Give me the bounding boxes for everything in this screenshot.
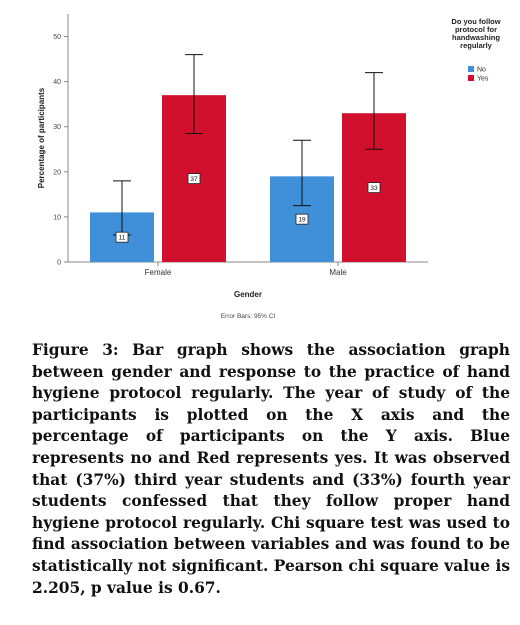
- y-tick-label: 20: [53, 169, 61, 176]
- legend-title: Do you follow protocol for handwashing regu…: [451, 17, 500, 50]
- y-tick-label: 0: [57, 260, 61, 267]
- error-bars-note: Error Bars: 95% CI: [221, 313, 276, 320]
- y-tick-label: 10: [53, 214, 61, 221]
- legend-label-no: No: [477, 67, 486, 74]
- data-label-box: [295, 213, 309, 225]
- legend-label-yes: Yes: [477, 76, 489, 83]
- x-axis-title: Gender: [234, 290, 262, 299]
- legend-swatch-yes: [468, 75, 474, 81]
- data-label-box: [115, 231, 129, 243]
- legend-title-line: Do you follow: [451, 17, 500, 26]
- data-label: 33: [370, 185, 378, 192]
- data-label: 37: [190, 176, 198, 183]
- legend-swatch-no: [468, 66, 474, 72]
- y-tick-label: 40: [53, 79, 61, 86]
- bar-chart: 0 10 20 30 40 50 Percentage of participants Fem…: [37, 14, 501, 320]
- figure-caption: Figure 3: Bar graph shows the associatio…: [32, 341, 510, 597]
- x-tick-label: Female: [145, 268, 172, 277]
- legend-title-line: regularly: [460, 41, 493, 50]
- legend-title-line: protocol for: [455, 25, 497, 34]
- data-label-box: [367, 182, 381, 194]
- y-axis-title: Percentage of participants: [37, 87, 46, 188]
- legend-title-line: handwashing: [452, 33, 500, 42]
- y-tick-label: 50: [53, 34, 61, 41]
- data-label: 11: [119, 235, 126, 242]
- data-label: 19: [298, 217, 306, 224]
- data-label-box: [187, 173, 201, 184]
- y-tick-label: 30: [53, 124, 61, 131]
- x-tick-label: Male: [329, 268, 347, 277]
